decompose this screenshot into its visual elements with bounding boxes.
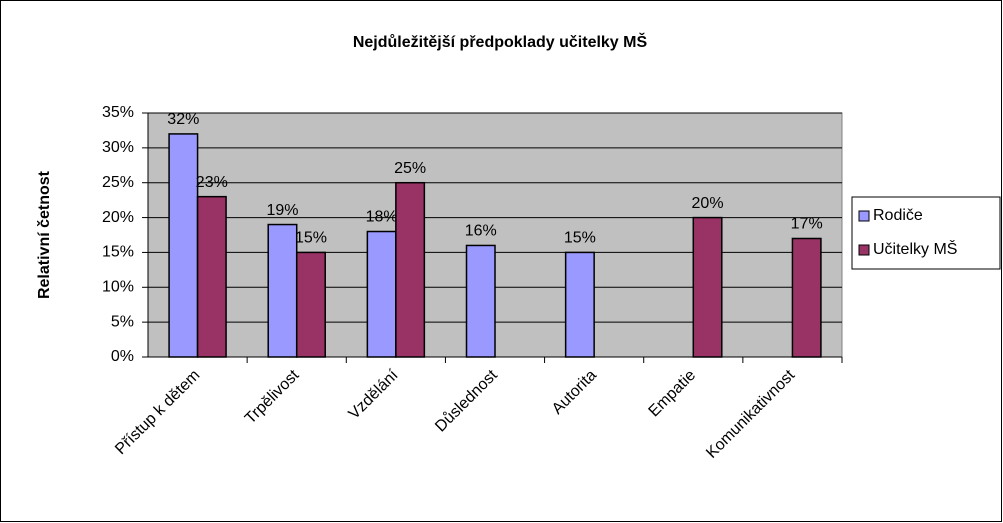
y-tick-label: 30%	[102, 139, 134, 156]
data-label: 19%	[266, 202, 298, 219]
data-label: 15%	[564, 230, 596, 247]
legend-label: Učitelky MŠ	[873, 239, 957, 258]
bar	[395, 181, 426, 358]
bar	[295, 251, 326, 358]
data-label: 16%	[465, 223, 497, 240]
y-tick-label: 10%	[102, 279, 134, 296]
bar	[366, 230, 397, 358]
data-label: 15%	[295, 230, 327, 247]
bar	[196, 195, 227, 358]
legend-swatch	[858, 244, 870, 256]
bar	[465, 244, 496, 358]
data-label: 23%	[196, 174, 228, 191]
bar	[564, 251, 595, 358]
legend-box	[851, 196, 1001, 270]
y-tick-label: 20%	[102, 209, 134, 226]
chart-title: Nejdůležitější předpoklady učitelky MŠ	[353, 32, 648, 51]
y-tick-label: 0%	[111, 348, 134, 365]
y-axis-label: Relativní četnost	[36, 170, 53, 299]
y-tick-label: 25%	[102, 174, 134, 191]
data-label: 32%	[167, 111, 199, 128]
bar	[791, 237, 822, 358]
bar	[692, 216, 723, 358]
data-label: 25%	[394, 160, 426, 177]
legend-label: Rodiče	[873, 207, 923, 224]
bar	[267, 223, 298, 358]
data-label: 20%	[692, 195, 724, 212]
data-label: 18%	[366, 209, 398, 226]
data-label: 17%	[791, 216, 823, 233]
bar	[168, 133, 199, 358]
legend: Rodiče Učitelky MŠ	[851, 196, 1001, 270]
legend-swatch	[858, 210, 870, 222]
y-tick-label: 35%	[102, 104, 134, 121]
y-tick-label: 5%	[111, 313, 134, 330]
y-tick-label: 15%	[102, 244, 134, 261]
